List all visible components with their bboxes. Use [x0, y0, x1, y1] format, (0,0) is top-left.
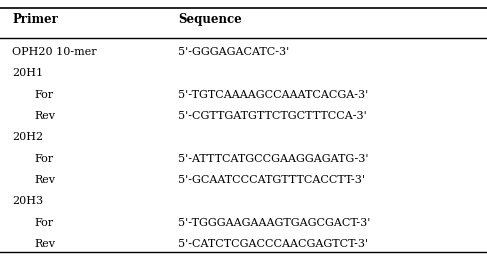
Text: Rev: Rev: [34, 239, 55, 249]
Text: 5'-GGGAGACATC-3': 5'-GGGAGACATC-3': [178, 47, 289, 57]
Text: Sequence: Sequence: [178, 13, 242, 26]
Text: 5'-ATTTCATGCCGAAGGAGATG-3': 5'-ATTTCATGCCGAAGGAGATG-3': [178, 154, 368, 164]
Text: 5'-TGTCAAAAGCCAAATCACGA-3': 5'-TGTCAAAAGCCAAATCACGA-3': [178, 90, 368, 100]
Text: Rev: Rev: [34, 175, 55, 185]
Text: 5'-CATCTCGACCCAACGAGTCT-3': 5'-CATCTCGACCCAACGAGTCT-3': [178, 239, 368, 249]
Text: 20H1: 20H1: [12, 68, 43, 78]
Text: 5'-GCAATCCCATGTTTCACCTT-3': 5'-GCAATCCCATGTTTCACCTT-3': [178, 175, 365, 185]
Text: Rev: Rev: [34, 111, 55, 121]
Text: For: For: [34, 218, 53, 228]
Text: 5'-CGTTGATGTTCTGCTTTCCA-3': 5'-CGTTGATGTTCTGCTTTCCA-3': [178, 111, 367, 121]
Text: 5'-TGGGAAGAAAGTGAGCGACT-3': 5'-TGGGAAGAAAGTGAGCGACT-3': [178, 218, 370, 228]
Text: For: For: [34, 154, 53, 164]
Text: OPH20 10-mer: OPH20 10-mer: [12, 47, 97, 57]
Text: 20H3: 20H3: [12, 196, 43, 206]
Text: 20H2: 20H2: [12, 132, 43, 142]
Text: For: For: [34, 90, 53, 100]
Text: Primer: Primer: [12, 13, 58, 26]
